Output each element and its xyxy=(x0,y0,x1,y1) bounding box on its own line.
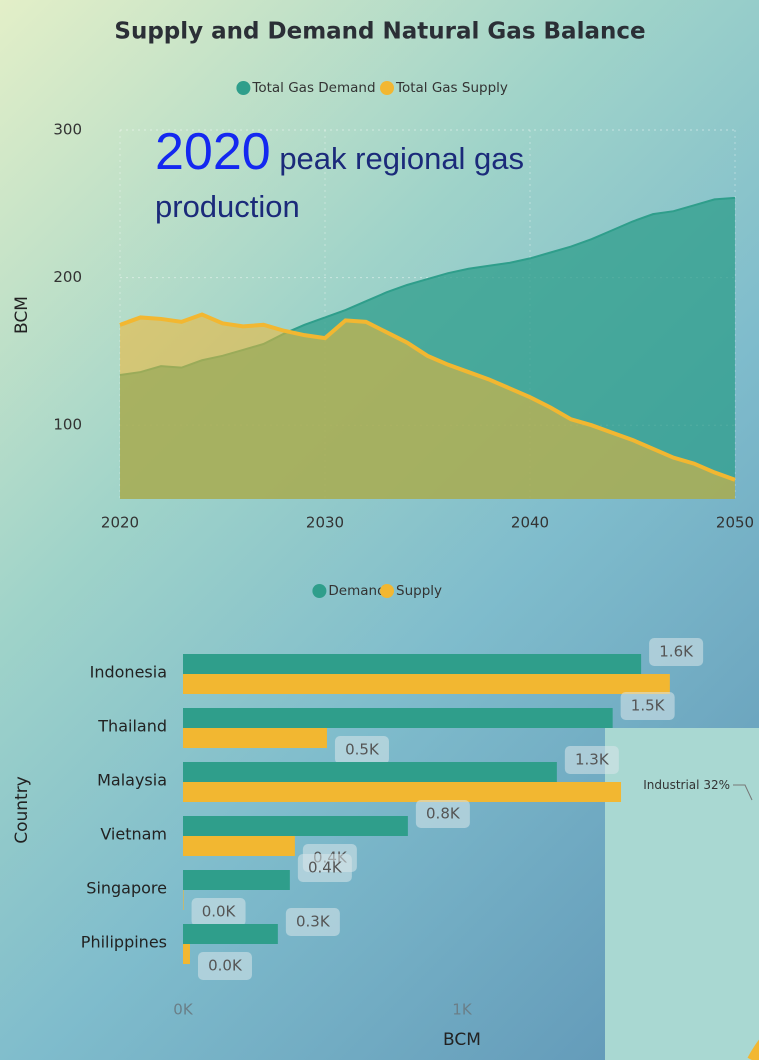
pie-label-value: 32% xyxy=(703,778,730,792)
data-label-box xyxy=(649,638,704,666)
data-label: 1.5K xyxy=(631,697,666,715)
legend-swatch xyxy=(380,584,394,598)
bar xyxy=(183,870,290,890)
bar xyxy=(183,708,613,728)
legend-swatch xyxy=(380,81,394,95)
pie-panel xyxy=(605,728,759,1060)
x-tick-label: 1K xyxy=(452,1001,473,1019)
data-label-box xyxy=(564,746,619,774)
legend-swatch xyxy=(312,584,327,598)
legend-label: Total Gas Demand xyxy=(251,80,375,96)
y-tick-label: Singapore xyxy=(86,879,167,898)
data-label: 0.5K xyxy=(345,741,380,759)
y-tick-label: 200 xyxy=(53,268,82,286)
bar xyxy=(183,816,408,836)
data-label-box xyxy=(620,692,675,720)
data-label-box xyxy=(415,800,470,828)
line xyxy=(119,312,736,482)
area xyxy=(120,314,735,499)
y-axis-label: BCM xyxy=(12,296,32,334)
pie-label: Industrial 32% xyxy=(643,778,730,792)
x-tick-label: 0K xyxy=(173,1001,194,1019)
chart-title: Supply and Demand Natural Gas Balance xyxy=(114,19,645,45)
bar xyxy=(183,924,278,944)
legend-label: Total Gas Supply xyxy=(395,80,508,96)
legend-label: Demand xyxy=(328,583,385,599)
bar xyxy=(183,782,622,802)
data-label: 0.4K xyxy=(308,859,343,877)
annotation-year: 2020 xyxy=(155,123,271,181)
bar xyxy=(183,728,327,748)
pie-slice xyxy=(747,1039,759,1060)
data-label: 0.0K xyxy=(208,957,243,975)
y-tick-label: Indonesia xyxy=(90,663,167,682)
legend-swatch xyxy=(236,81,251,95)
y-tick-label: Philippines xyxy=(81,933,167,952)
data-label: 0.3K xyxy=(296,913,331,931)
x-tick-label: 2030 xyxy=(306,514,344,532)
data-label-box xyxy=(197,952,252,980)
data-label-box xyxy=(334,736,389,764)
x-tick-label: 2040 xyxy=(511,514,549,532)
x-axis-label: BCM xyxy=(443,1030,481,1050)
x-tick-label: 2020 xyxy=(101,514,139,532)
y-tick-label: Thailand xyxy=(97,717,167,736)
bar xyxy=(183,944,190,964)
data-label-box xyxy=(285,908,340,936)
pie-label-category: Industrial xyxy=(643,778,699,792)
data-label-box xyxy=(191,898,246,926)
data-label-box xyxy=(297,854,352,882)
bar xyxy=(183,654,642,674)
y-tick-label: 100 xyxy=(53,416,82,434)
data-label: 0.8K xyxy=(426,805,461,823)
annotation-text: peak regional gas production xyxy=(155,141,525,224)
leader-line xyxy=(733,784,753,801)
bar xyxy=(183,762,557,782)
x-tick-label: 2050 xyxy=(716,514,754,532)
data-label: 1.6K xyxy=(659,643,694,661)
y-tick-label: Malaysia xyxy=(97,771,167,790)
bar xyxy=(183,890,184,910)
legend-label: Supply xyxy=(396,583,442,599)
bar xyxy=(183,674,670,694)
bar xyxy=(183,836,295,856)
data-label: 0.0K xyxy=(202,903,237,921)
y-axis-label: Country xyxy=(12,776,32,844)
annotation: 2020 peak regional gas production xyxy=(155,126,675,231)
data-label: 1.3K xyxy=(575,751,610,769)
y-tick-label: Vietnam xyxy=(100,825,167,844)
y-tick-label: 300 xyxy=(53,121,82,139)
